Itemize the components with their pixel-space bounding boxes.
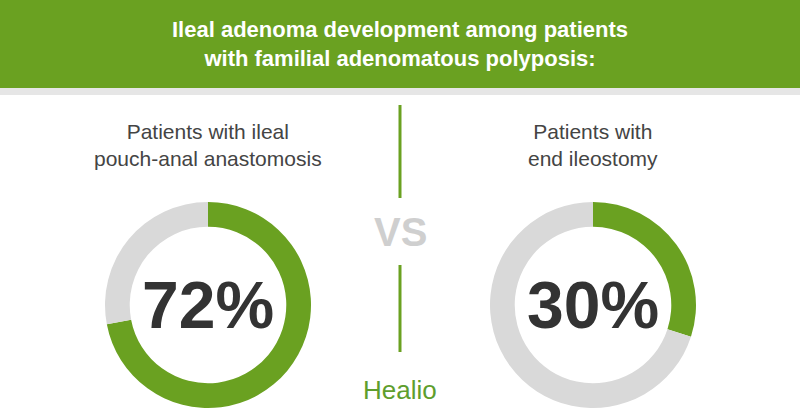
svg-text:VS: VS: [374, 210, 427, 254]
svg-text:Patients with ilealpouch-anal: Patients with ilealpouch-anal anastomosi…: [94, 120, 322, 170]
svg-text:Ileal adenoma development amon: Ileal adenoma development among patients…: [172, 17, 628, 71]
svg-text:Patients withend ileostomy: Patients withend ileostomy: [528, 120, 658, 170]
svg-text:72%: 72%: [142, 268, 274, 342]
svg-text:30%: 30%: [527, 268, 659, 342]
svg-text:Healio: Healio: [363, 375, 437, 405]
